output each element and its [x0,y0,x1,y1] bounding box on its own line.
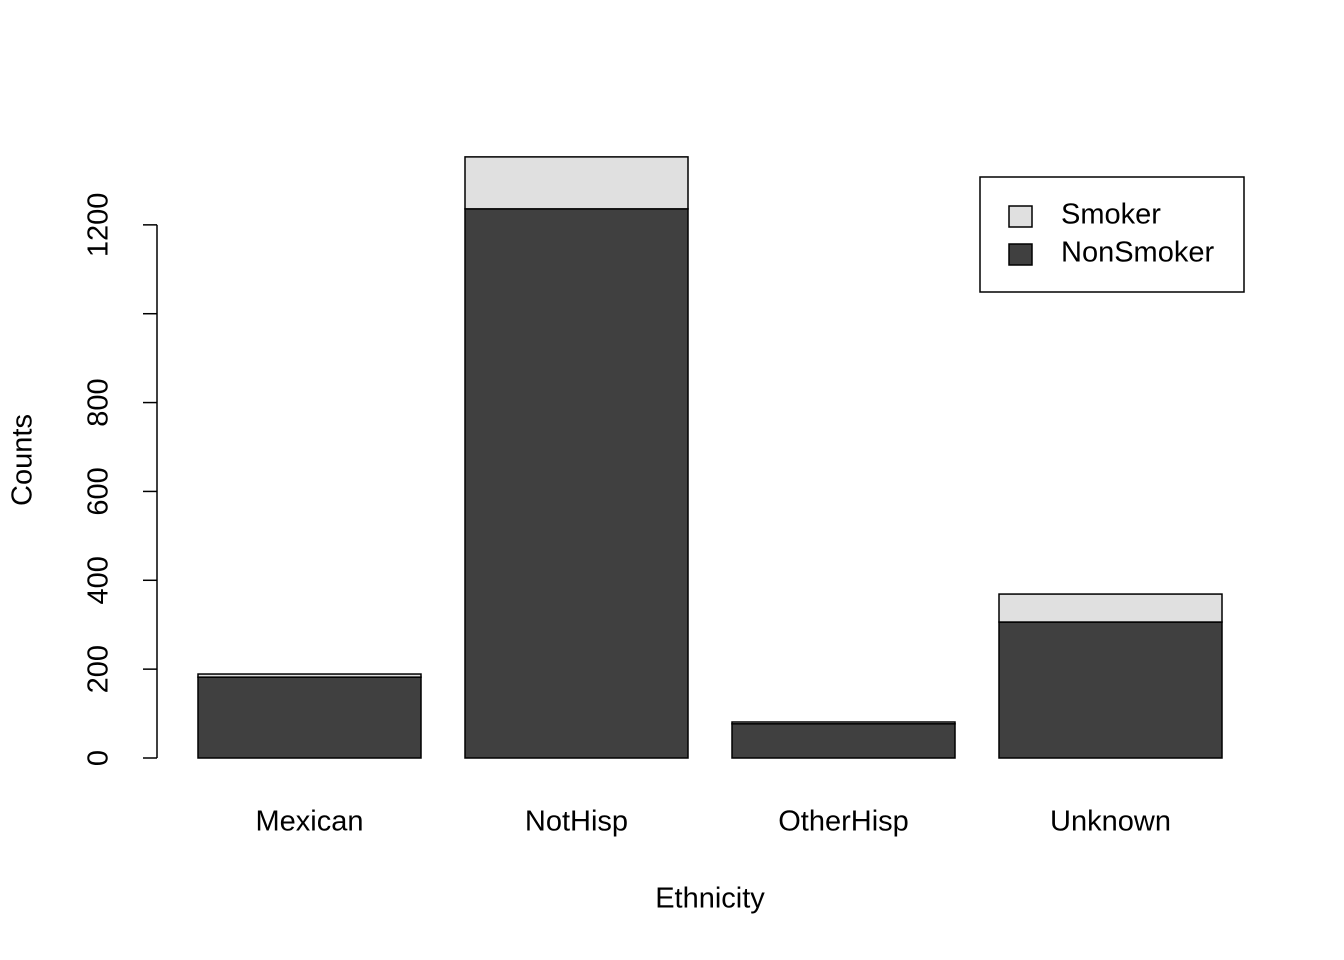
bar-segment [998,621,1223,759]
legend-swatch [1008,243,1033,266]
y-tick-label: 1200 [83,193,115,258]
x-tick-label: Unknown [1050,806,1171,838]
x-tick-label: OtherHisp [778,806,909,838]
y-tick-label: 200 [83,645,115,693]
y-tick-label: 600 [83,467,115,515]
bar-segment [731,721,956,725]
bar-segment [998,593,1223,623]
legend-label: NonSmoker [1061,237,1214,269]
y-axis-title: Counts [7,414,39,506]
x-tick-label: NotHisp [525,806,628,838]
y-tick-label: 400 [83,556,115,604]
bar-segment [197,676,422,759]
x-axis-title: Ethnicity [655,883,765,915]
y-tick-label: 0 [83,750,115,766]
x-tick-label: Mexican [256,806,364,838]
bar-segment [731,723,956,759]
bar-segment [197,673,422,678]
legend-label: Smoker [1061,199,1161,231]
y-tick-label: 800 [83,378,115,426]
bar-segment [464,156,689,210]
bar-segment [464,208,689,759]
legend-box [979,176,1245,293]
legend-swatch [1008,205,1033,228]
